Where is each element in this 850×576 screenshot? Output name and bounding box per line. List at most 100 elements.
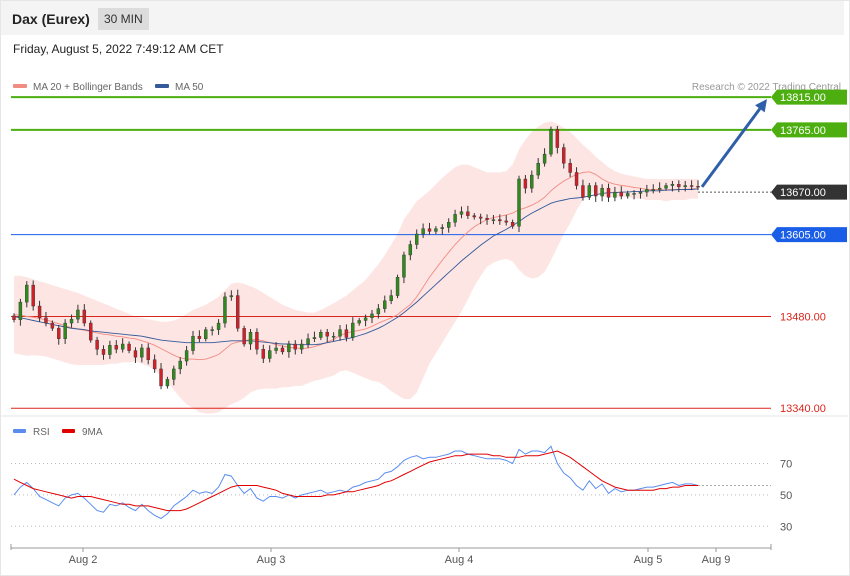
candle-body [453, 214, 457, 223]
candle-body [248, 332, 253, 345]
credit-text: Research © 2022 Trading Central [692, 82, 841, 93]
candle [427, 222, 432, 235]
candle-body [172, 368, 176, 380]
candle-body [37, 305, 42, 319]
candle [606, 183, 611, 202]
candle-body [542, 153, 547, 164]
candle [82, 304, 87, 327]
candle [197, 330, 202, 343]
rsi-ma-legend-swatch [62, 429, 75, 433]
candle [415, 229, 419, 250]
candle-body [101, 349, 106, 355]
x-tick-label: Aug 5 [634, 554, 663, 566]
candle-body [178, 360, 182, 370]
candle-body [82, 309, 87, 324]
level-tag-13815.00 [771, 89, 847, 105]
candle [108, 340, 112, 360]
candle [683, 180, 687, 192]
candle [204, 327, 208, 342]
level-label-13815.00: 13815.00 [780, 92, 826, 104]
candle-body [683, 185, 687, 188]
candle [69, 314, 74, 328]
candle [178, 357, 182, 375]
candle-body [472, 215, 476, 218]
candle-body [255, 332, 259, 350]
rsi-tick-label: 50 [780, 490, 792, 502]
candle [408, 240, 413, 261]
candle-body [114, 345, 118, 350]
level-label-13670.00: 13670.00 [780, 187, 826, 199]
candle-body [133, 350, 138, 358]
candle-body [696, 185, 700, 188]
candle [299, 339, 304, 354]
candle-body [63, 322, 67, 339]
candle-body [44, 317, 48, 324]
candle-body [12, 315, 16, 320]
candle [223, 292, 227, 328]
target-arrow-shaft [700, 107, 762, 188]
candle [587, 182, 592, 200]
ma50-legend-label: MA 50 [175, 82, 204, 93]
candle-body [210, 329, 214, 331]
candle-body [498, 219, 502, 222]
candle [638, 188, 643, 199]
candle [440, 224, 444, 235]
candle [293, 340, 297, 355]
ma20-legend-swatch [13, 84, 27, 88]
candle-body [383, 300, 387, 309]
candle [338, 325, 342, 341]
bollinger-band [14, 121, 698, 414]
candle-body [427, 228, 432, 232]
level-tag-13605.00 [771, 227, 847, 243]
rsi-legend-swatch [13, 429, 26, 433]
ma20-legend-label: MA 20 + Bollinger Bands [33, 82, 143, 93]
candle [472, 213, 476, 220]
candle [89, 320, 93, 343]
candle [453, 209, 457, 227]
candle [18, 298, 23, 326]
candle-body [146, 347, 150, 360]
candle [664, 182, 668, 191]
level-label-13765.00: 13765.00 [780, 125, 826, 137]
candle-body [645, 189, 649, 193]
candle [280, 345, 285, 355]
candle-body [459, 211, 464, 215]
candle [31, 280, 35, 311]
candle-body [344, 329, 349, 338]
candle [242, 325, 246, 347]
candle [357, 317, 361, 326]
candle-body [562, 147, 566, 164]
candle-body [95, 339, 99, 350]
candle [696, 180, 700, 191]
interval-button[interactable]: 30 MIN [98, 8, 149, 30]
candle-body [657, 187, 662, 190]
candle-body [491, 219, 496, 221]
candle [114, 340, 118, 354]
candle [478, 213, 483, 225]
candle [287, 340, 291, 358]
candle [127, 341, 131, 354]
candle [600, 184, 604, 202]
candle [268, 345, 272, 363]
candle-body [549, 129, 553, 155]
ma20-line [13, 171, 698, 361]
candle-body [555, 129, 560, 148]
candle [542, 148, 547, 167]
candle [498, 214, 502, 225]
candle [491, 215, 496, 225]
candle-body [670, 184, 675, 186]
candle-body [581, 185, 585, 198]
candle-body [351, 322, 355, 338]
x-tick-label: Aug 9 [702, 554, 731, 566]
candle-body [69, 318, 74, 324]
rsi-tick-label: 70 [780, 459, 792, 471]
candle-body [421, 228, 425, 235]
candle-body [140, 347, 144, 358]
candle [331, 332, 336, 342]
ma50-legend-swatch [155, 84, 169, 88]
candle-body [363, 317, 368, 321]
candle [57, 325, 61, 345]
candle-body [159, 368, 163, 387]
candle-body [120, 343, 125, 350]
